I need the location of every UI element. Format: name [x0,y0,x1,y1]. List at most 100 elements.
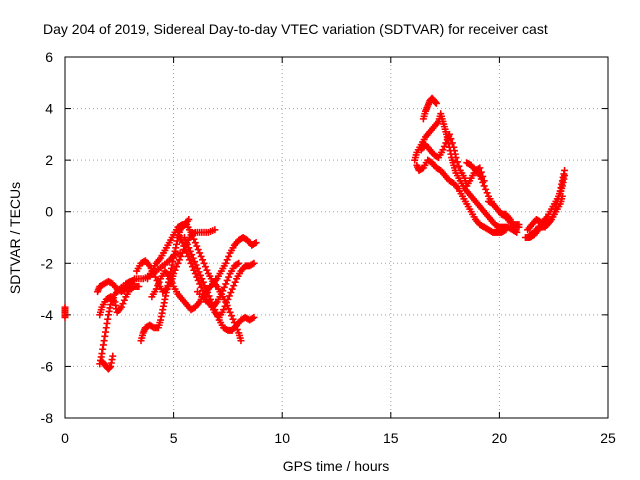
data-point-marker [452,154,460,162]
y-axis-ticks: -8 -6 -4 -2 0 2 4 6 [41,49,608,426]
series-b7 [193,259,258,321]
data-point-marker [186,247,194,255]
data-point-marker [225,273,233,281]
y-tick-label: 2 [45,152,53,168]
data-point-marker [227,289,235,297]
data-point-marker [231,278,239,286]
data-point-marker [191,239,199,247]
data-point-marker [171,266,179,274]
data-point-marker [117,303,125,311]
data-points [61,94,569,373]
data-point-marker [183,249,191,257]
data-point-marker [226,308,234,316]
data-point-marker [251,240,259,248]
data-point-marker [203,266,211,274]
y-tick-label: 6 [45,49,53,65]
x-axis-label: GPS time / hours [283,458,390,474]
data-point-marker [198,275,206,283]
y-tick-label: 4 [45,101,53,117]
data-point-marker [152,273,159,281]
data-point-marker [222,299,230,307]
data-point-marker [480,177,488,185]
data-point-marker [187,259,195,267]
data-point-marker [217,290,225,298]
y-tick-label: -2 [41,255,54,271]
data-point-marker [442,139,450,147]
y-tick-label: -8 [41,410,54,426]
data-point-marker [477,168,485,176]
data-point-marker [211,226,219,234]
series-b2 [133,226,219,296]
data-point-marker [453,158,461,166]
data-point-marker [152,285,160,293]
data-point-marker [225,252,233,260]
data-point-marker [221,302,229,310]
data-point-marker [220,306,228,314]
data-point-marker [500,227,508,235]
x-axis-ticks: 0 5 10 15 20 25 [61,57,616,446]
data-point-marker [170,270,178,278]
data-point-marker [249,314,257,322]
data-point-marker [196,271,204,279]
data-point-marker [561,166,569,174]
data-point-marker [448,139,456,147]
data-point-marker [223,256,231,264]
data-point-marker [188,232,196,240]
data-point-marker [184,252,192,260]
data-point-marker [185,215,193,223]
data-point-marker [172,263,180,271]
data-point-marker [174,228,182,236]
x-tick-label: 20 [492,430,508,446]
data-point-marker [439,146,447,154]
data-point-marker [201,282,209,290]
data-point-marker [515,223,523,231]
data-point-marker [190,235,198,243]
y-axis-label: SDTVAR / TECUs [7,182,23,294]
data-point-marker [233,260,241,268]
data-point-marker [107,301,115,309]
data-point-marker [228,312,236,320]
x-tick-label: 0 [61,430,69,446]
chart-title: Day 204 of 2019, Sidereal Day-to-day VTE… [43,21,548,37]
data-point-marker [502,226,510,234]
data-point-marker [445,130,453,138]
data-point-marker [455,162,463,170]
data-point-marker [222,259,230,267]
series-c1 [411,110,521,236]
x-tick-label: 5 [170,430,178,446]
data-point-marker [188,251,196,259]
series-c5 [463,159,488,185]
data-point-marker [177,252,185,260]
data-point-marker [192,261,200,269]
series-a3 [96,282,143,319]
data-point-marker [168,279,176,287]
data-point-marker [199,278,207,286]
data-point-marker [175,256,183,264]
data-point-marker [193,264,201,272]
data-point-marker [187,228,195,236]
data-point-marker [154,282,162,290]
grid-lines [65,57,608,418]
data-point-marker [447,135,455,143]
data-point-marker [182,237,190,245]
plot-frame [64,56,609,419]
data-point-marker [230,282,238,290]
data-point-marker [202,285,210,293]
data-point-marker [186,256,194,264]
data-point-marker [197,283,205,291]
data-point-marker [200,259,208,267]
data-point-marker [120,296,128,304]
data-point-marker [250,313,258,321]
series-c6 [485,197,523,231]
data-point-marker [191,258,199,266]
data-point-marker [235,259,243,267]
data-point-marker [479,172,487,180]
data-point-marker [185,244,193,252]
x-tick-label: 25 [600,430,616,446]
y-tick-label: -4 [41,307,54,323]
data-point-marker [180,234,188,241]
data-point-marker [188,263,196,271]
series-b3 [144,221,245,345]
data-point-marker [483,189,491,197]
